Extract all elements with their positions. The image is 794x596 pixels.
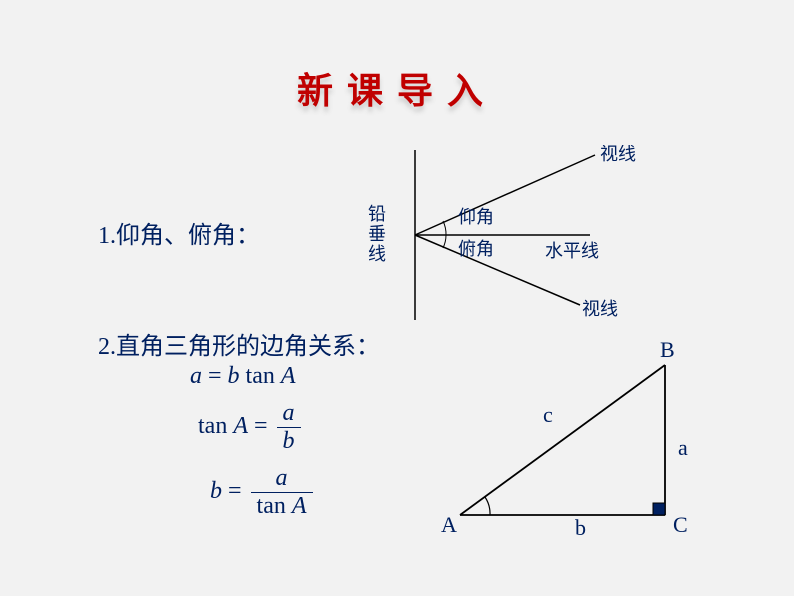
- f1-eq: =: [202, 363, 228, 389]
- f2-den: b: [277, 427, 301, 455]
- depression-angle-label: 俯角: [458, 239, 494, 259]
- sight-label-top: 视线: [600, 145, 636, 164]
- f3-den-A: A: [292, 493, 307, 519]
- f3-num: a: [251, 465, 313, 492]
- right-angle-mark: [653, 503, 665, 515]
- section1-heading: 1.仰角、俯角：: [98, 215, 260, 250]
- elevation-arc: [443, 221, 446, 235]
- side-label-a: a: [678, 435, 688, 460]
- hypotenuse: [460, 365, 665, 515]
- f1-b: b: [228, 363, 240, 389]
- horizontal-line-label: 水平线: [545, 241, 599, 261]
- side-label-c: c: [543, 402, 553, 427]
- formula-3: b = atan A: [210, 465, 316, 520]
- formula-block: a = b tan A tan A = ab b = atan A: [190, 363, 316, 530]
- vertical-label-2: 垂: [368, 224, 386, 244]
- formula-2: tan A = ab: [198, 400, 316, 455]
- side-label-b: b: [575, 515, 586, 540]
- triangle-diagram: A B C c a b: [420, 335, 720, 545]
- sight-label-bottom: 视线: [582, 299, 618, 319]
- f3-frac: atan A: [251, 465, 313, 520]
- page-title: 新课导入: [0, 62, 794, 114]
- vertex-B: B: [660, 337, 675, 362]
- section2-heading: 2.直角三角形的边角关系：: [98, 326, 380, 361]
- f2-tan: tan: [198, 413, 233, 439]
- vertex-C: C: [673, 512, 688, 537]
- f1-tan: tan: [240, 363, 281, 389]
- f3-den: tan A: [251, 492, 313, 520]
- f2-num: a: [277, 400, 301, 427]
- f2-A: A: [233, 413, 248, 439]
- elevation-angle-label: 仰角: [458, 207, 494, 227]
- f1-a: a: [190, 363, 202, 389]
- vertex-A: A: [441, 512, 457, 537]
- f2-eq: =: [248, 413, 274, 439]
- f1-A: A: [281, 363, 296, 389]
- vertical-label-3: 线: [368, 244, 386, 264]
- f3-den-tan: tan: [257, 493, 292, 519]
- f3-eq: =: [222, 478, 248, 504]
- sight-line-up: [415, 155, 595, 235]
- f2-frac: ab: [277, 400, 301, 455]
- vertical-label-1: 铅: [368, 204, 386, 224]
- angle-A-arc: [485, 497, 490, 515]
- depression-arc: [443, 235, 446, 248]
- formula-1: a = b tan A: [190, 363, 316, 390]
- angle-diagram: 视线 视线 铅 垂 线 仰角 俯角 水平线: [350, 145, 690, 325]
- f3-b: b: [210, 478, 222, 504]
